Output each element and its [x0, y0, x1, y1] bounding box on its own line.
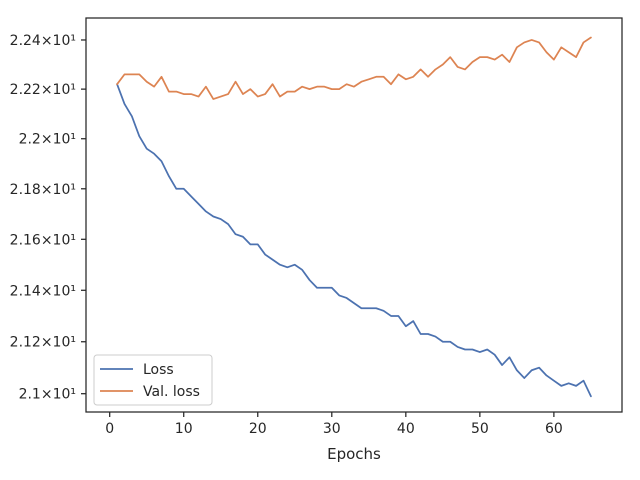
series-line-loss: [116, 83, 592, 398]
y-tick-label: 2.18×10¹: [10, 182, 76, 198]
x-tick-label: 50: [471, 421, 489, 437]
y-tick-label: 2.24×10¹: [10, 33, 76, 49]
legend-label-val-loss: Val. loss: [143, 384, 200, 400]
legend-label-loss: Loss: [143, 362, 174, 378]
y-tick-label: 2.16×10¹: [10, 232, 76, 248]
y-tick-label: 2.1×10¹: [19, 387, 76, 403]
x-tick-label: 20: [249, 421, 267, 437]
x-axis: 0 10 20 30 40 50 60: [105, 412, 563, 437]
x-tick-label: 60: [545, 421, 563, 437]
y-tick-label: 2.12×10¹: [10, 335, 76, 351]
series-line-val-loss: [116, 36, 592, 100]
x-tick-label: 10: [175, 421, 193, 437]
y-tick-label: 2.2×10¹: [19, 132, 76, 148]
y-axis: 2.1×10¹ 2.12×10¹ 2.14×10¹ 2.16×10¹ 2.18×10¹ 2…: [10, 33, 86, 403]
plot-frame: [85, 17, 623, 413]
series-layer: [116, 36, 592, 398]
x-tick-label: 0: [105, 421, 114, 437]
y-tick-label: 2.22×10¹: [10, 82, 76, 98]
x-tick-label: 30: [323, 421, 341, 437]
x-axis-title: Epochs: [327, 445, 381, 463]
y-tick-label: 2.14×10¹: [10, 283, 76, 299]
x-tick-label: 40: [397, 421, 415, 437]
legend-box: [93, 354, 213, 406]
legend: Loss Val. loss: [93, 354, 213, 406]
